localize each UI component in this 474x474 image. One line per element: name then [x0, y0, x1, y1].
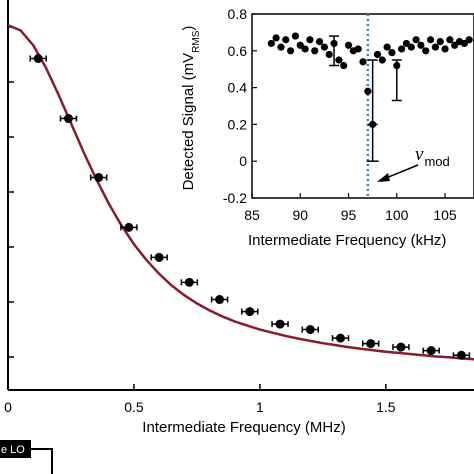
data-point: [215, 295, 225, 305]
data-point: [94, 172, 104, 182]
inset-data-point: [267, 39, 275, 48]
inset-data-point: [359, 58, 367, 66]
inset-data-point: [431, 43, 439, 51]
inset-data-point: [383, 43, 391, 51]
inset-y-axis-label-main: Detected Signal (mV: [180, 53, 197, 191]
inset-data-point: [320, 43, 328, 51]
data-point: [275, 319, 285, 329]
inset-data-point: [417, 41, 425, 49]
inset-data-point: [344, 41, 353, 49]
data-point: [33, 54, 43, 63]
data-point: [426, 346, 436, 356]
annotation-arrow-head: [377, 173, 390, 182]
inset-data-point: [373, 50, 382, 59]
inset-y-tick-label: 0.4: [228, 80, 248, 96]
annotation-sub: mod: [424, 154, 449, 169]
fit-curve: [7, 24, 474, 361]
inset-data-point: [354, 45, 362, 53]
main-x-tick-label: 0: [4, 399, 12, 415]
inset-data-point: [441, 45, 449, 53]
inset-data-point: [335, 56, 343, 64]
inset-y-axis-label-close: ): [180, 26, 197, 31]
inset-data-point: [311, 47, 319, 55]
inset-y-tick-label: 0: [239, 153, 247, 169]
inset-frame: [251, 13, 474, 199]
inset-data-point: [291, 32, 300, 40]
inset-y-tick-label: -0.2: [223, 190, 247, 206]
inset-x-tick-label: 95: [341, 207, 357, 223]
main-x-axis-label: Intermediate Frequency (MHz): [142, 419, 345, 436]
inset-x-axis-label: Intermediate Frequency (kHz): [248, 232, 446, 249]
inset-y-tick-label: 0.6: [228, 43, 248, 59]
inset-data-point: [378, 56, 386, 64]
data-point: [396, 342, 406, 352]
main-x-tick-label: 0.5: [124, 399, 144, 415]
inset-x-tick-label: 90: [292, 207, 308, 223]
inset-data-point: [287, 47, 295, 55]
inset-y-tick-label: 0.8: [228, 6, 248, 22]
diagram-box-label: e LO: [1, 444, 25, 456]
inset-data-point: [407, 43, 415, 51]
inset-data-point: [301, 45, 309, 53]
inset-y-tick-label: 0.2: [228, 116, 248, 132]
inset-background: [185, 0, 474, 258]
inset-data-point: [426, 36, 435, 44]
inset-data-point: [398, 45, 406, 53]
annotation-nu-mod: νmod: [415, 144, 450, 169]
inset-data-point: [465, 36, 473, 44]
inset-x-tick-label: 100: [385, 207, 409, 223]
diagram-connector: [31, 448, 53, 474]
inset-data-point: [282, 36, 290, 44]
inset-x-tick-label: 105: [433, 207, 457, 223]
main-x-tick-label: 1.5: [376, 399, 396, 415]
inset-x-tick-label: 85: [244, 207, 260, 223]
inset-data-point: [340, 61, 348, 70]
inset-data-point: [315, 38, 324, 46]
inset-data-point: [364, 87, 372, 95]
inset-data-point: [388, 49, 396, 57]
inset-data-point: [446, 36, 454, 44]
data-point: [335, 333, 345, 343]
inset-data-point: [422, 47, 430, 55]
data-point: [366, 339, 376, 349]
diagram-box: [0, 440, 31, 458]
inset-data-point: [306, 36, 314, 44]
data-point: [154, 252, 164, 262]
inset-data-point: [272, 34, 280, 42]
inset-y-axis-label: Detected Signal (mVRMS): [180, 26, 202, 191]
data-point: [124, 222, 134, 232]
inset-data-point: [325, 50, 333, 59]
inset-data-point: [277, 43, 285, 51]
data-point: [305, 325, 315, 335]
inset-y-axis-label-sub: RMS: [191, 30, 202, 53]
data-point: [456, 350, 466, 360]
data-point: [63, 114, 73, 124]
annotation-symbol: ν: [415, 144, 424, 165]
data-point: [245, 307, 255, 317]
inset-data-point: [412, 36, 420, 44]
inset-data-point: [436, 38, 444, 46]
data-point: [184, 277, 194, 287]
main-x-tick-label: 1: [256, 399, 264, 415]
